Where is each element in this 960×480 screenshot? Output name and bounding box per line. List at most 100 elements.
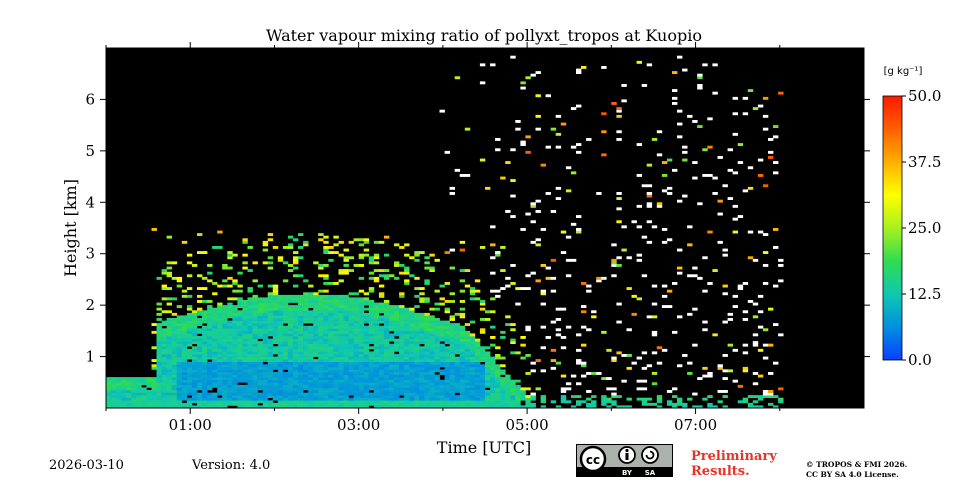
heatmap-cell bbox=[712, 176, 718, 180]
heatmap-cell bbox=[171, 312, 178, 316]
heatmap-cell bbox=[752, 341, 759, 344]
heatmap-cell bbox=[202, 372, 208, 375]
heatmap-cell bbox=[722, 390, 728, 393]
heatmap-cell bbox=[479, 374, 486, 378]
heatmap-cell bbox=[232, 377, 238, 380]
heatmap-cell bbox=[747, 405, 754, 409]
heatmap-cell bbox=[479, 400, 486, 404]
heatmap-cell bbox=[429, 323, 435, 326]
heatmap-cell bbox=[378, 379, 385, 383]
heatmap-cell bbox=[277, 318, 284, 321]
heatmap-cell bbox=[692, 307, 698, 311]
license-line-1: © TROPOS & FMI 2026. bbox=[806, 460, 908, 469]
heatmap-cell bbox=[409, 356, 415, 360]
heatmap-cell bbox=[363, 390, 370, 393]
heatmap-cell bbox=[338, 271, 344, 275]
heatmap-cell bbox=[424, 328, 430, 332]
heatmap-cell bbox=[282, 343, 289, 347]
colorbar-ticks: 0.012.525.037.550.0 bbox=[902, 87, 941, 369]
heatmap-cell bbox=[161, 338, 167, 342]
heatmap-cell bbox=[773, 323, 779, 326]
heatmap-cell bbox=[161, 390, 167, 393]
heatmap-cell bbox=[560, 336, 567, 339]
heatmap-cell bbox=[586, 284, 592, 288]
heatmap-cell bbox=[616, 395, 622, 398]
heatmap-cell bbox=[328, 300, 334, 303]
heatmap-cell bbox=[207, 348, 213, 352]
heatmap-cell bbox=[171, 348, 178, 352]
heatmap-cell bbox=[363, 361, 370, 365]
heatmap-cell bbox=[262, 359, 269, 362]
heatmap-cell bbox=[626, 354, 632, 357]
heatmap-cell bbox=[373, 333, 380, 337]
heatmap-cell bbox=[348, 400, 354, 404]
heatmap-cell bbox=[677, 266, 683, 270]
heatmap-cell bbox=[378, 336, 385, 339]
heatmap-cell bbox=[232, 397, 238, 401]
heatmap-cell bbox=[161, 333, 167, 337]
heatmap-cell bbox=[293, 312, 299, 316]
heatmap-cell bbox=[257, 341, 263, 344]
heatmap-cell bbox=[545, 192, 551, 195]
heatmap-cell bbox=[459, 248, 466, 252]
heatmap-cell bbox=[469, 372, 476, 375]
heatmap-cell bbox=[176, 366, 183, 370]
heatmap-cell bbox=[353, 361, 359, 365]
heatmap-cell bbox=[207, 318, 213, 321]
heatmap-cell bbox=[449, 395, 455, 398]
heatmap-cell bbox=[752, 302, 759, 306]
heatmap-cell bbox=[757, 104, 764, 108]
heatmap-cell bbox=[464, 390, 471, 393]
heatmap-cell bbox=[661, 189, 668, 193]
heatmap-cell bbox=[444, 374, 450, 378]
heatmap-cell bbox=[495, 138, 501, 141]
heatmap-cell bbox=[550, 127, 557, 131]
heatmap-cell bbox=[414, 372, 420, 375]
heatmap-cell bbox=[474, 351, 481, 355]
heatmap-cell bbox=[717, 366, 723, 370]
heatmap-cell bbox=[373, 318, 380, 321]
heatmap-cell bbox=[389, 328, 395, 332]
heatmap-cell bbox=[439, 384, 445, 388]
heatmap-cell bbox=[247, 320, 253, 324]
heatmap-cell bbox=[303, 369, 309, 373]
heatmap-cell bbox=[293, 323, 299, 326]
heatmap-cell bbox=[252, 312, 258, 316]
heatmap-cell bbox=[394, 387, 400, 391]
heatmap-cell bbox=[106, 400, 112, 404]
heatmap-cell bbox=[368, 397, 375, 401]
heatmap-cell bbox=[368, 307, 375, 311]
heatmap-cell bbox=[287, 269, 294, 272]
heatmap-cell bbox=[414, 382, 420, 386]
heatmap-cell bbox=[424, 338, 430, 342]
heatmap-cell bbox=[394, 312, 400, 316]
heatmap-cell bbox=[510, 379, 516, 383]
heatmap-cell bbox=[565, 258, 572, 262]
heatmap-cell bbox=[156, 379, 162, 383]
heatmap-cell bbox=[191, 330, 198, 334]
heatmap-cell bbox=[378, 361, 385, 365]
heatmap-cell bbox=[247, 315, 253, 319]
heatmap-cell bbox=[161, 354, 167, 357]
heatmap-cell bbox=[116, 392, 122, 396]
heatmap-cell bbox=[202, 387, 208, 391]
heatmap-cell bbox=[459, 325, 466, 329]
heatmap-cell bbox=[161, 323, 167, 326]
heatmap-cell bbox=[217, 302, 223, 306]
heatmap-cell bbox=[257, 372, 263, 375]
heatmap-cell bbox=[141, 392, 147, 396]
heatmap-cell bbox=[778, 91, 784, 95]
heatmap-cell bbox=[308, 341, 314, 344]
heatmap-cell bbox=[353, 348, 359, 352]
heatmap-cell bbox=[434, 343, 440, 347]
heatmap-cell bbox=[217, 284, 223, 288]
heatmap-cell bbox=[353, 379, 359, 383]
heatmap-cell bbox=[409, 397, 415, 401]
heatmap-cell bbox=[262, 374, 269, 378]
heatmap-cell bbox=[358, 336, 365, 339]
heatmap-cell bbox=[287, 356, 294, 360]
heatmap-cell bbox=[722, 377, 728, 380]
heatmap-cell bbox=[232, 282, 238, 285]
heatmap-cell bbox=[444, 330, 450, 334]
heatmap-cell bbox=[626, 366, 632, 370]
